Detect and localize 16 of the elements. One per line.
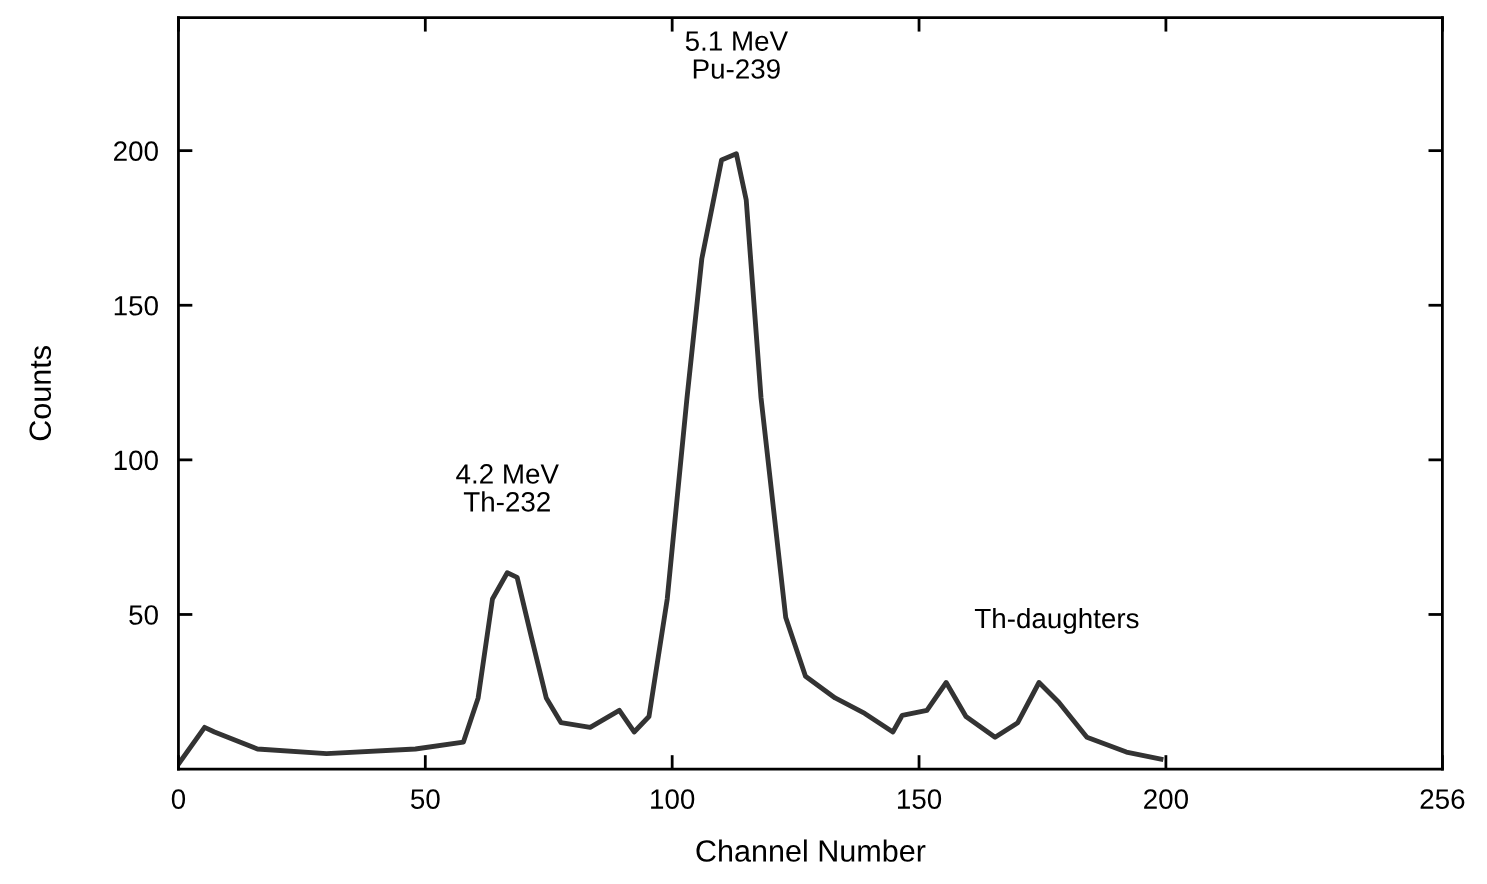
- y-tick-label: 50: [129, 605, 158, 625]
- annotation: Th-daughters: [974, 607, 1139, 634]
- y-tick-label: 150: [114, 295, 158, 316]
- x-tick-label: 256: [1420, 789, 1465, 809]
- x-tick-label: 0: [171, 789, 186, 809]
- y-tick-label: 200: [114, 141, 158, 161]
- x-tick-label: 50: [410, 789, 440, 809]
- x-tick-label: 200: [1144, 789, 1188, 809]
- y-axis-title: Counts: [29, 346, 52, 441]
- y-tick-label: 100: [114, 450, 158, 471]
- x-tick-label: 150: [897, 789, 942, 809]
- line-series: [178, 151, 1164, 767]
- annotation: 5.1 MeV Pu-239: [685, 31, 788, 79]
- x-axis-title: Channel Number: [696, 839, 926, 862]
- annotation: 4.2 MeV Th-232: [456, 464, 559, 512]
- x-tick-label: 100: [651, 789, 695, 809]
